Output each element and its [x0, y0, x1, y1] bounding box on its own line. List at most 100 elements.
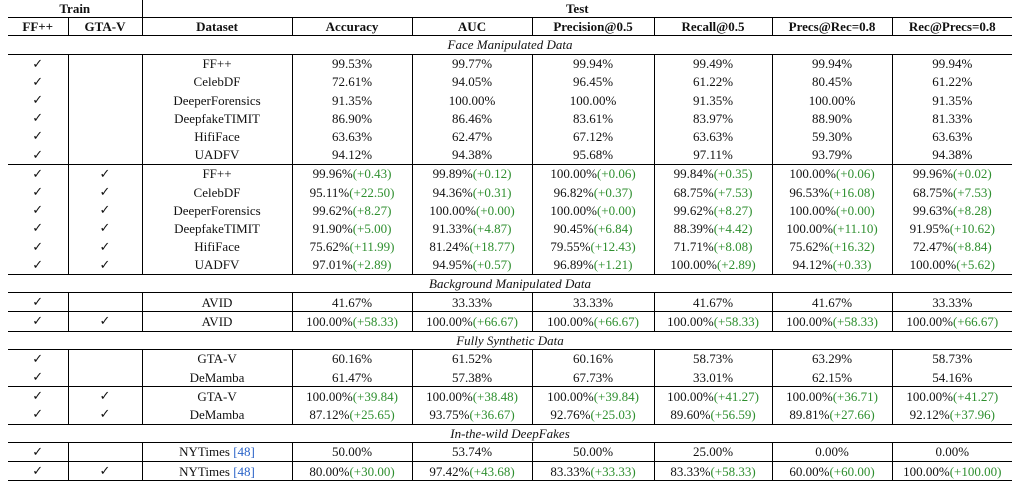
- train-ffpp-cell: ✓: [8, 386, 68, 406]
- metric-gain: (+0.00): [596, 202, 636, 218]
- section-header-row: Fully Synthetic Data: [8, 330, 1013, 350]
- precision-cell: 67.73%: [531, 368, 655, 387]
- metric-value: 100.00%: [547, 388, 594, 404]
- train-ffpp-cell: ✓: [8, 183, 68, 201]
- col-header-dataset: Dataset: [141, 17, 293, 36]
- table-row: ✓ ✓ DeeperForensics 99.62%(+8.27) 100.00%(+0…: [8, 201, 1013, 220]
- checkmark-icon: ✓: [32, 370, 44, 386]
- metric-gain: (+41.27): [713, 388, 759, 404]
- checkmark-icon: ✓: [99, 407, 111, 423]
- metric-value: 33.33%: [451, 294, 493, 310]
- rec-at-precs-cell: 100.00%(+5.62): [891, 255, 1013, 275]
- metric-value: 91.90%: [312, 220, 353, 236]
- metric-value: 61.22%: [932, 74, 973, 90]
- table-row: ✓ ✓ AVID 100.00%(+58.33) 100.00%(+66.67) 100.…: [8, 311, 1013, 332]
- metric-gain: (+2.89): [352, 257, 392, 273]
- metric-value: 100.00%: [448, 92, 496, 108]
- dataset-cell: FF++: [141, 163, 293, 184]
- metric-gain: (+58.33): [713, 313, 759, 329]
- metric-gain: (+25.03): [590, 406, 636, 422]
- metric-value: 58.73%: [692, 351, 734, 367]
- col-header-accuracy: Accuracy: [291, 17, 413, 36]
- dataset-cell: NYTimes [48]: [141, 461, 293, 481]
- metric-value: 80.00%: [309, 463, 350, 479]
- section-title: Background Manipulated Data: [8, 274, 1013, 294]
- metric-value: 100.00%: [550, 166, 597, 182]
- metric-gain: (+0.06): [596, 166, 636, 182]
- metric-value: 88.39%: [673, 220, 714, 236]
- checkmark-icon: ✓: [99, 221, 111, 237]
- checkmark-icon: ✓: [32, 185, 44, 201]
- dataset-cell: CelebDF: [141, 72, 293, 92]
- precision-cell: 60.16%: [531, 349, 655, 369]
- precision-cell: 83.33%(+33.33): [531, 461, 655, 481]
- metric-value: 100.00%: [670, 257, 717, 273]
- metric-value: 91.35%: [692, 92, 734, 108]
- accuracy-cell: 72.61%: [291, 72, 413, 92]
- train-gtav-cell: [67, 54, 143, 73]
- metric-gain: (+0.00): [475, 202, 515, 218]
- section-header-row: In-the-wild DeepFakes: [8, 423, 1013, 443]
- metric-gain: (+0.33): [832, 257, 872, 273]
- metric-value: 33.33%: [572, 294, 614, 310]
- metric-value: 41.67%: [692, 294, 734, 310]
- precs-at-rec-cell: 62.15%: [771, 368, 893, 387]
- rec-at-precs-cell: 99.96%(+0.02): [891, 163, 1013, 184]
- metric-value: 68.75%: [912, 184, 953, 200]
- checkmark-icon: ✓: [99, 389, 111, 405]
- recall-cell: 99.84%(+0.35): [653, 163, 773, 184]
- metric-value: 33.01%: [692, 369, 734, 385]
- citation-link[interactable]: [48]: [233, 444, 255, 460]
- citation-link[interactable]: [48]: [233, 463, 255, 479]
- rec-at-precs-cell: 72.47%(+8.84): [891, 237, 1013, 256]
- metric-value: 100.00%: [786, 388, 833, 404]
- metric-gain: (+0.37): [593, 184, 633, 200]
- recall-cell: 99.49%: [653, 54, 773, 73]
- auc-cell: 62.47%: [411, 127, 533, 146]
- rec-at-precs-cell: 100.00%(+41.27): [891, 386, 1013, 406]
- metric-value: 97.01%: [312, 257, 353, 273]
- metric-value: 100.00%: [789, 202, 836, 218]
- train-ffpp-cell: ✓: [8, 163, 68, 184]
- precision-cell: 100.00%: [531, 91, 655, 110]
- metric-value: 99.63%: [912, 202, 953, 218]
- accuracy-cell: 91.90%(+5.00): [291, 219, 413, 238]
- metric-gain: (+36.67): [469, 406, 515, 422]
- recall-cell: 89.60%(+56.59): [653, 405, 773, 425]
- accuracy-cell: 50.00%: [291, 442, 413, 462]
- metric-value: 99.84%: [673, 166, 714, 182]
- table-body: Face Manipulated Data ✓ FF++ 99.53% 99.77% 99…: [8, 35, 1013, 481]
- checkmark-icon: ✓: [32, 74, 44, 90]
- accuracy-cell: 99.53%: [291, 54, 413, 73]
- rec-at-precs-cell: 91.95%(+10.62): [891, 219, 1013, 238]
- train-ffpp-cell: ✓: [8, 91, 68, 109]
- metric-value: 59.30%: [811, 128, 853, 144]
- metric-value: 67.12%: [572, 128, 614, 144]
- dataset-cell: DeMamba: [141, 405, 293, 425]
- checkmark-icon: ✓: [32, 129, 44, 145]
- metric-gain: (+66.67): [952, 313, 999, 329]
- metric-value: 63.29%: [811, 351, 853, 367]
- train-gtav-cell: [67, 145, 143, 165]
- rec-at-precs-cell: 94.38%: [891, 145, 1013, 165]
- table-row: ✓ ✓ HifiFace 75.62%(+11.99) 81.24%(+18.77) 79…: [8, 237, 1013, 256]
- precs-at-rec-cell: 80.45%: [771, 72, 893, 92]
- train-gtav-cell: ✓: [67, 163, 143, 184]
- accuracy-cell: 63.63%: [291, 127, 413, 146]
- metric-value: 96.82%: [553, 184, 594, 200]
- metric-gain: (+30.00): [349, 463, 395, 479]
- train-ffpp-cell: ✓: [8, 349, 68, 368]
- rec-at-precs-cell: 68.75%(+7.53): [891, 183, 1013, 202]
- table-row: ✓ ✓ FF++ 99.96%(+0.43) 99.89%(+0.12) 100.00%(…: [8, 163, 1013, 184]
- metric-value: 61.47%: [331, 369, 373, 385]
- metric-gain: (+60.00): [829, 463, 875, 479]
- metric-value: 87.12%: [309, 406, 350, 422]
- dataset-cell: HifiFace: [141, 127, 293, 146]
- recall-cell: 100.00%(+2.89): [653, 255, 773, 275]
- metric-value: 99.62%: [312, 202, 353, 218]
- precision-cell: 50.00%: [531, 442, 655, 462]
- metric-gain: (+66.67): [472, 313, 518, 329]
- table-row: ✓ ✓ DeMamba 87.12%(+25.65) 93.75%(+36.67) 92.…: [8, 405, 1013, 425]
- metric-value: 62.15%: [811, 369, 853, 385]
- train-gtav-cell: [67, 72, 143, 92]
